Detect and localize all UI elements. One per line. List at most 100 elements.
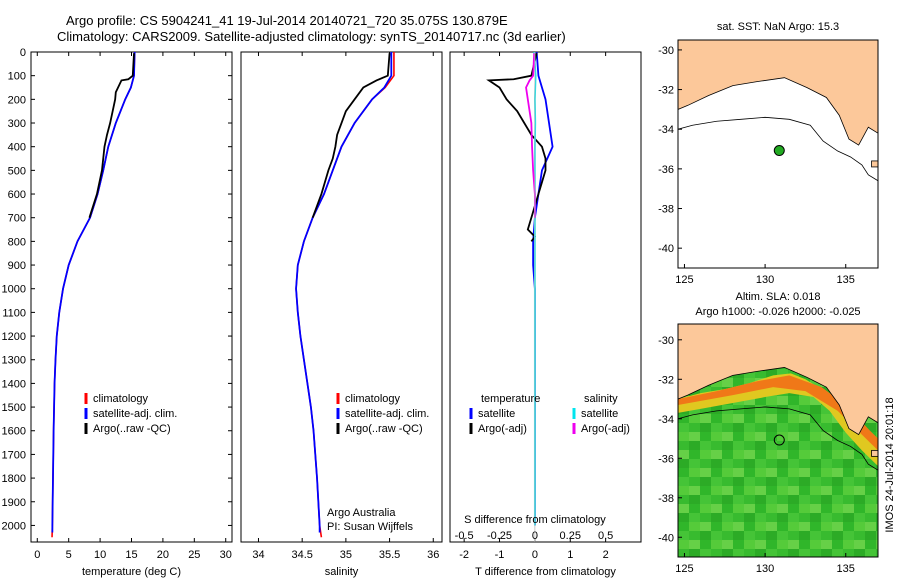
sla-cell bbox=[700, 522, 711, 531]
sla-cell bbox=[711, 549, 722, 557]
sla-cell bbox=[777, 405, 788, 414]
sla-cell bbox=[678, 459, 689, 468]
legend-t-label: temperature bbox=[481, 393, 540, 405]
ytick-label: 1100 bbox=[2, 307, 26, 319]
sla-cell bbox=[821, 414, 832, 423]
xtick-label: 10 bbox=[94, 549, 106, 561]
sla-cell bbox=[733, 549, 744, 557]
sla-cell bbox=[689, 540, 700, 549]
sla-cell bbox=[777, 396, 788, 405]
sla-cell bbox=[854, 495, 865, 504]
sla-cell bbox=[700, 450, 711, 459]
map-ytick-label: -38 bbox=[658, 493, 674, 505]
sla-cell bbox=[810, 513, 821, 522]
sla-cell bbox=[678, 441, 689, 450]
sla-cell bbox=[711, 405, 722, 414]
sla-cell bbox=[876, 504, 878, 513]
sla-cell bbox=[700, 459, 711, 468]
sla-cell bbox=[832, 504, 843, 513]
sla-cell bbox=[777, 369, 788, 378]
sla-cell bbox=[744, 396, 755, 405]
sla-cell bbox=[755, 531, 766, 540]
sla-cell bbox=[843, 468, 854, 477]
sla-cell bbox=[733, 504, 744, 513]
sla-cell bbox=[810, 378, 821, 387]
sla-cell bbox=[755, 495, 766, 504]
sla-cell bbox=[689, 522, 700, 531]
sla-cell bbox=[788, 468, 799, 477]
sla-cell bbox=[854, 459, 865, 468]
sla-cell bbox=[711, 414, 722, 423]
imos-stamp: IMOS 24-Jul-2014 20:01:18 bbox=[884, 397, 896, 532]
sla-cell bbox=[678, 414, 689, 423]
sla-cell bbox=[755, 369, 766, 378]
sla-cell bbox=[843, 495, 854, 504]
sla-cell bbox=[700, 531, 711, 540]
sla-cell bbox=[755, 441, 766, 450]
sla-cell bbox=[821, 495, 832, 504]
sla-cell bbox=[777, 540, 788, 549]
sla-cell bbox=[876, 549, 878, 557]
title-line-1: Argo profile: CS 5904241_41 19-Jul-2014 … bbox=[66, 13, 508, 28]
diff-s-tick-label: -0.5 bbox=[455, 530, 474, 542]
sla-cell bbox=[766, 405, 777, 414]
ytick-label: 400 bbox=[8, 142, 26, 154]
sla-cell bbox=[788, 486, 799, 495]
sla-cell bbox=[700, 432, 711, 441]
sla-cell bbox=[711, 432, 722, 441]
map-xtick-label: 125 bbox=[675, 274, 693, 286]
title-line-2: Climatology: CARS2009. Satellite-adjuste… bbox=[57, 29, 566, 44]
sla-cell bbox=[689, 486, 700, 495]
series-line-differences-1 bbox=[486, 52, 547, 242]
sla-cell bbox=[876, 468, 878, 477]
xtick-label: 36 bbox=[427, 549, 439, 561]
sla-cell bbox=[810, 522, 821, 531]
sla-cell bbox=[711, 450, 722, 459]
sla-cell bbox=[733, 432, 744, 441]
xtick-label: 25 bbox=[188, 549, 200, 561]
diff-s-tick-label: -0.25 bbox=[487, 530, 512, 542]
sla-cell bbox=[722, 468, 733, 477]
map-ytick-label: -40 bbox=[658, 532, 674, 544]
kangaroo-island bbox=[871, 160, 878, 168]
ytick-label: 800 bbox=[8, 236, 26, 248]
legend-label: Argo(..raw -QC) bbox=[345, 423, 423, 435]
sla-cell bbox=[755, 459, 766, 468]
ytick-label: 1200 bbox=[2, 331, 26, 343]
sla-cell bbox=[843, 477, 854, 486]
legend-s-label: satellite bbox=[581, 408, 618, 420]
sla-cell bbox=[766, 414, 777, 423]
sla-cell bbox=[788, 432, 799, 441]
ytick-label: 2000 bbox=[2, 520, 26, 532]
sla-cell bbox=[843, 504, 854, 513]
ytick-label: 1600 bbox=[2, 426, 26, 438]
sla-cell bbox=[744, 549, 755, 557]
sla-cell bbox=[799, 486, 810, 495]
map-ytick-label: -36 bbox=[658, 453, 674, 465]
sla-cell bbox=[678, 513, 689, 522]
sla-cell bbox=[755, 414, 766, 423]
xtick-label: -1 bbox=[495, 549, 505, 561]
sla-cell bbox=[766, 423, 777, 432]
sla-cell bbox=[777, 459, 788, 468]
sla-cell bbox=[777, 423, 788, 432]
sla-cell bbox=[777, 549, 788, 557]
sla-cell bbox=[755, 486, 766, 495]
sla-cell bbox=[733, 423, 744, 432]
sla-cell bbox=[865, 477, 876, 486]
sla-cell bbox=[689, 549, 700, 557]
sla-cell bbox=[733, 450, 744, 459]
sst-map-frame bbox=[677, 39, 879, 269]
sla-cell bbox=[711, 477, 722, 486]
sla-cell bbox=[678, 522, 689, 531]
sst-map-title: sat. SST: NaN Argo: 15.3 bbox=[717, 21, 839, 33]
sla-cell bbox=[689, 477, 700, 486]
sla-cell bbox=[788, 441, 799, 450]
isobath bbox=[678, 116, 878, 182]
sla-cell bbox=[799, 423, 810, 432]
sla-cell bbox=[689, 459, 700, 468]
sla-cell bbox=[744, 531, 755, 540]
sla-cell bbox=[733, 495, 744, 504]
sla-cell bbox=[689, 441, 700, 450]
sla-cell bbox=[810, 423, 821, 432]
